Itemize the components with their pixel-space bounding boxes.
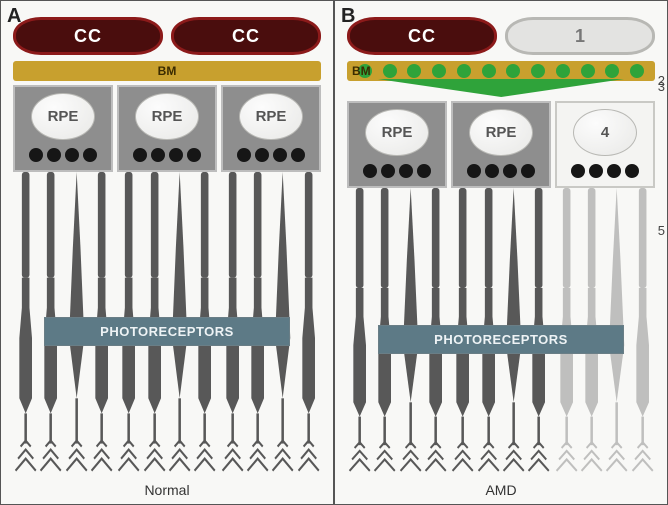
- panel-a-letter: A: [7, 5, 21, 28]
- melanin-granule: [255, 148, 269, 162]
- photoreceptor-label: PHOTORECEPTORS: [100, 324, 234, 339]
- ghost-number: 1: [575, 26, 585, 47]
- drusen-dot: [630, 64, 644, 78]
- rpe-label: RPE: [382, 124, 413, 141]
- ghost-number: 4: [601, 124, 609, 141]
- rpe-label: RPE: [486, 124, 517, 141]
- drusen-dot: [556, 64, 570, 78]
- rpe-cell: RPE: [221, 85, 321, 172]
- figure: A CC CC BM RPE: [0, 0, 668, 505]
- rod-cell: [13, 172, 38, 474]
- melanin-granule: [363, 164, 377, 178]
- cc-vessel: CC: [347, 17, 497, 55]
- rod-cell: [630, 188, 655, 474]
- panel-b-letter: B: [341, 5, 355, 28]
- rpe-cell: RPE: [451, 101, 551, 188]
- bm-strip-b: BM: [347, 61, 655, 81]
- melanin-granule: [65, 148, 79, 162]
- panel-b-inner: CC 1 2 BM 3 RPE: [335, 1, 667, 478]
- photoreceptor-band: PHOTORECEPTORS: [44, 317, 290, 346]
- drusen-dot: [457, 64, 471, 78]
- rpe-nucleus: RPE: [31, 93, 95, 140]
- drusen-triangle-icon: [378, 79, 624, 97]
- rpe-label: RPE: [152, 108, 183, 125]
- melanin-row: [29, 148, 97, 162]
- drusen-dot: [605, 64, 619, 78]
- cc-vessel-ghost: 1: [505, 17, 655, 55]
- rpe-row-b: RPE RPE: [347, 101, 655, 188]
- melanin-granule: [151, 148, 165, 162]
- drusen-dot: [432, 64, 446, 78]
- melanin-granule: [503, 164, 517, 178]
- melanin-row: [133, 148, 201, 162]
- rpe-cell: RPE: [117, 85, 217, 172]
- cc-vessel: CC: [171, 17, 321, 55]
- melanin-granule: [133, 148, 147, 162]
- melanin-granule: [29, 148, 43, 162]
- cc-row-b: CC 1: [347, 17, 655, 55]
- melanin-granule: [467, 164, 481, 178]
- annotation-number: 3: [658, 79, 665, 94]
- drusen-dot: [482, 64, 496, 78]
- cc-label: CC: [74, 26, 102, 47]
- panel-a: A CC CC BM RPE: [0, 0, 334, 505]
- panel-b: B CC 1 2 BM 3 RPE: [334, 0, 668, 505]
- drusen-deposit: 3: [347, 79, 655, 97]
- melanin-granule: [607, 164, 621, 178]
- melanin-granule: [589, 164, 603, 178]
- melanin-row: [363, 164, 431, 178]
- rpe-nucleus: RPE: [239, 93, 303, 140]
- rpe-row-a: RPE RPE: [13, 85, 321, 172]
- melanin-granule: [187, 148, 201, 162]
- cc-label: CC: [232, 26, 260, 47]
- melanin-granule: [417, 164, 431, 178]
- melanin-granule: [291, 148, 305, 162]
- rod-cell: [296, 172, 321, 474]
- cc-vessel: CC: [13, 17, 163, 55]
- photoreceptor-label: PHOTORECEPTORS: [434, 332, 568, 347]
- drusen-dot: [383, 64, 397, 78]
- photoreceptor-area-b: PHOTORECEPTORS: [347, 188, 655, 474]
- melanin-granule: [381, 164, 395, 178]
- rpe-label: RPE: [48, 108, 79, 125]
- melanin-row: [467, 164, 535, 178]
- rpe-cell: RPE: [13, 85, 113, 172]
- rpe-cell: RPE: [347, 101, 447, 188]
- melanin-granule: [521, 164, 535, 178]
- cc-label: CC: [408, 26, 436, 47]
- photoreceptor-band: PHOTORECEPTORS: [378, 325, 624, 354]
- drusen-dot: [407, 64, 421, 78]
- melanin-granule: [237, 148, 251, 162]
- cc-row-a: CC CC: [13, 17, 321, 55]
- rpe-label: RPE: [256, 108, 287, 125]
- melanin-granule: [273, 148, 287, 162]
- drusen-dot: [531, 64, 545, 78]
- rpe-nucleus: RPE: [135, 93, 199, 140]
- melanin-granule: [83, 148, 97, 162]
- photoreceptor-area-a: PHOTORECEPTORS: [13, 172, 321, 474]
- rpe-nucleus: RPE: [469, 109, 533, 156]
- panel-b-caption: AMD: [335, 478, 667, 504]
- drusen-dot: [581, 64, 595, 78]
- panel-a-caption: Normal: [1, 478, 333, 504]
- rpe-nucleus: RPE: [365, 109, 429, 156]
- melanin-row: [571, 164, 639, 178]
- melanin-granule: [571, 164, 585, 178]
- melanin-row: [237, 148, 305, 162]
- melanin-granule: [485, 164, 499, 178]
- melanin-granule: [399, 164, 413, 178]
- bm-strip-a: BM: [13, 61, 321, 81]
- drusen-dot: [506, 64, 520, 78]
- bm-drusen-dots: [347, 64, 655, 78]
- rod-cell: [347, 188, 372, 474]
- panel-a-inner: CC CC BM RPE RPE: [1, 1, 333, 478]
- melanin-granule: [47, 148, 61, 162]
- annotation-number: 5: [658, 223, 665, 238]
- rpe-cell-ghost: 4: [555, 101, 655, 188]
- melanin-granule: [169, 148, 183, 162]
- bm-label: BM: [350, 64, 373, 78]
- melanin-granule: [625, 164, 639, 178]
- rpe-nucleus-ghost: 4: [573, 109, 637, 156]
- bm-label: BM: [156, 64, 179, 78]
